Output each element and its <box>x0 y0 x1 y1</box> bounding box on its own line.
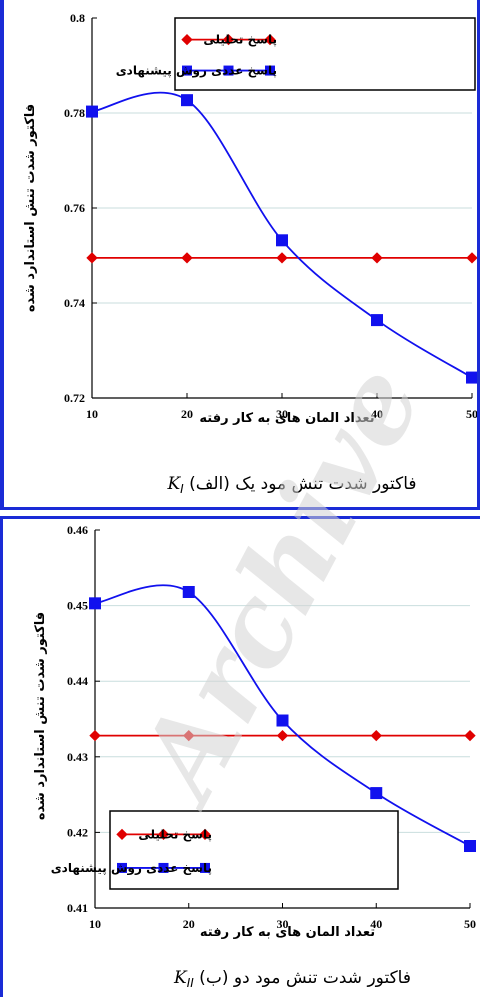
data-point-square <box>466 371 478 384</box>
legend-marker-square <box>200 862 210 873</box>
data-point-square <box>181 94 193 107</box>
legend-box <box>109 810 399 890</box>
legend-marker-diamond <box>181 33 193 46</box>
data-point-diamond <box>370 729 382 742</box>
y-tick-label: 0.76 <box>64 201 85 215</box>
chart-mode-two: 0.41 0.42 0.43 0.44 0.45 0.46 10 20 30 40 50 پاسخ ت… <box>33 523 476 990</box>
y-tick-label: 0.74 <box>64 296 85 310</box>
y-tick-label: 0.43 <box>67 750 88 764</box>
x-tick-label: 20 <box>181 407 193 421</box>
panel-frame-right <box>477 0 480 510</box>
data-point-square <box>276 714 289 727</box>
legend-label: پاسخ عددی روش پیشنهادی <box>116 64 277 79</box>
legend-marker-square <box>158 862 169 873</box>
caption-symbol: K <box>166 474 181 494</box>
data-point-square <box>182 585 195 598</box>
legend-label: پاسخ عددی روش پیشنهادی <box>51 861 212 876</box>
legend-marker-diamond <box>157 828 170 841</box>
y-tick-label: 0.72 <box>64 391 85 405</box>
data-point-diamond <box>86 252 98 264</box>
panel-frame-top <box>0 516 480 519</box>
legend-marker-diamond <box>222 33 235 46</box>
data-point-diamond <box>371 252 383 264</box>
data-point-square <box>86 105 98 118</box>
data-point-square <box>276 234 288 247</box>
data-point-diamond <box>466 252 478 264</box>
data-point-square <box>464 840 476 853</box>
data-point-square <box>371 314 383 327</box>
y-axis-title: فاکتور شدت تنش استاندارد شده <box>23 104 38 312</box>
x-tick-label: 40 <box>370 917 382 931</box>
y-tick-label: 0.78 <box>64 106 85 120</box>
figure-caption: KII (ب) فاکتور شدت تنش مود دو <box>173 968 411 990</box>
legend-marker-diamond <box>116 828 128 841</box>
x-axis-title: تعداد المان های به کار رفته <box>200 925 375 940</box>
data-point-diamond <box>464 729 476 742</box>
panel-frame-left <box>0 516 3 997</box>
x-axis-title: تعداد المان های به کار رفته <box>199 411 374 426</box>
chart-mode-one: 0.72 0.74 0.76 0.78 0.8 10 20 30 40 50 پاسخ تحلیلی… <box>23 11 478 496</box>
legend-marker-diamond <box>199 828 211 841</box>
x-tick-label: 50 <box>464 917 476 931</box>
data-point-diamond <box>181 252 193 264</box>
chart-panel-mode-one: 0.72 0.74 0.76 0.78 0.8 10 20 30 40 50 پاسخ تحلیلی… <box>0 0 480 510</box>
caption-symbol: K <box>173 968 188 988</box>
y-tick-label: 0.41 <box>67 901 88 915</box>
x-tick-label: 30 <box>276 407 288 421</box>
chart-panel-mode-two: 0.41 0.42 0.43 0.44 0.45 0.46 10 20 30 40 50 پاسخ ت… <box>0 516 480 997</box>
x-tick-label: 20 <box>183 917 195 931</box>
legend-marker-square <box>182 65 192 76</box>
legend-marker-diamond <box>264 33 276 46</box>
y-tick-label: 0.8 <box>70 11 85 25</box>
x-tick-label: 10 <box>86 407 98 421</box>
legend-label: پاسخ تحلیلی <box>138 827 212 841</box>
figure-caption: KI (الف) فاکتور شدت تنش مود یک <box>166 474 416 496</box>
caption-text: (الف) فاکتور شدت تنش مود یک <box>184 474 417 494</box>
legend-marker-square <box>265 65 275 76</box>
legend-marker-square <box>117 862 127 873</box>
y-axis-title: فاکتور شدت تنش استاندارد شده <box>33 612 48 820</box>
panel-frame-left <box>0 0 4 510</box>
panel-frame-bottom <box>0 507 480 510</box>
caption-text: (ب) فاکتور شدت تنش مود دو <box>194 968 411 988</box>
data-point-square <box>89 597 101 610</box>
x-tick-label: 10 <box>89 917 101 931</box>
y-tick-label: 0.42 <box>67 825 88 839</box>
data-point-square <box>370 787 383 800</box>
y-tick-label: 0.44 <box>67 674 88 688</box>
data-point-diamond <box>276 252 288 264</box>
x-tick-label: 40 <box>371 407 383 421</box>
legend-box <box>174 17 476 91</box>
caption-subscript: I <box>180 482 184 496</box>
legend-marker-square <box>223 65 234 76</box>
x-tick-label: 30 <box>277 917 289 931</box>
data-point-diamond <box>183 729 195 742</box>
legend-label: پاسخ تحلیلی <box>203 33 277 47</box>
y-tick-label: 0.46 <box>67 523 88 537</box>
caption-subscript: II <box>187 976 195 990</box>
data-point-diamond <box>89 729 101 742</box>
x-tick-label: 50 <box>466 407 478 421</box>
data-point-diamond <box>276 729 289 742</box>
y-tick-label: 0.45 <box>67 599 88 613</box>
